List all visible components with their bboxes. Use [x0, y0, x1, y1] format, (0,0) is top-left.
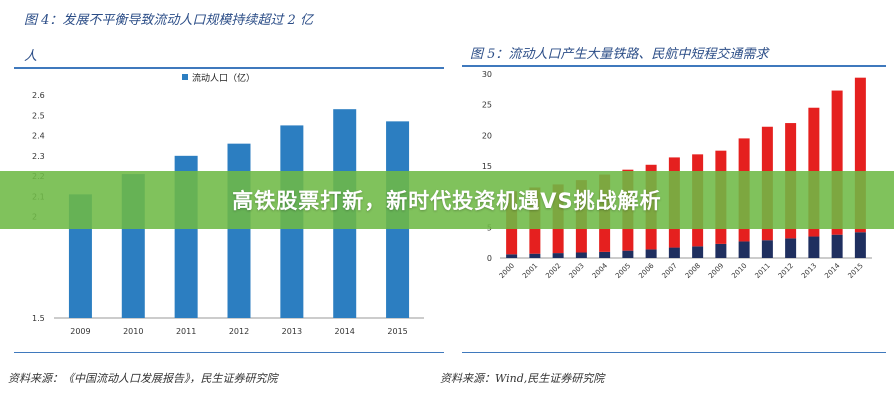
fig4-bar: [228, 144, 251, 318]
fig5-bar-segment-lower: [669, 248, 680, 258]
banner-title: 高铁股票打新，新时代投资机遇VS挑战解析: [232, 185, 661, 215]
fig5-y-tick-label: 15: [482, 162, 492, 171]
fig5-bar-segment-lower: [622, 251, 633, 258]
fig5-x-tick-label: 2004: [591, 261, 610, 280]
fig4-x-tick-label: 2010: [123, 327, 143, 336]
fig5-x-tick-label: 2001: [521, 262, 539, 280]
fig4-title: 图 4：发展不平衡导致流动人口规模持续超过 2 亿: [24, 10, 313, 32]
fig5-bar-segment-lower: [506, 254, 517, 258]
fig5-y-tick-label: 25: [482, 101, 492, 110]
fig5-bar-segment-lower: [855, 232, 866, 258]
fig5-bar-segment-lower: [599, 252, 610, 258]
fig4-x-tick-label: 2014: [335, 327, 355, 336]
fig4-y-tick-label: 2.5: [32, 111, 45, 120]
fig5-y-tick-label: 20: [482, 131, 492, 140]
fig5-x-tick-label: 2014: [823, 261, 842, 280]
fig5-source: 资料来源：Wind,民生证券研究院: [440, 370, 604, 386]
fig4-y-tick-label: 2.3: [32, 152, 45, 161]
fig5-bar-segment-lower: [529, 254, 540, 258]
fig5-bar-segment-lower: [785, 238, 796, 258]
fig5-bar-segment-lower: [762, 240, 773, 258]
fig4-x-tick-label: 2015: [387, 327, 407, 336]
fig5-bar-segment-lower: [739, 241, 750, 258]
fig4-legend: 流动人口（亿）: [182, 72, 255, 84]
fig5-x-tick-label: 2003: [568, 262, 586, 280]
fig5-x-tick-label: 2000: [498, 262, 516, 280]
fig5-y-tick-label: 0: [487, 254, 492, 263]
fig5-x-tick-label: 2006: [637, 261, 656, 280]
fig4-x-tick-label: 2012: [229, 327, 249, 336]
fig4-x-tick-label: 2011: [176, 327, 196, 336]
fig5-bar-segment-lower: [576, 252, 587, 258]
fig5-title: 图 5：流动人口产生大量铁路、民航中短程交通需求: [470, 44, 768, 66]
fig5-x-tick-label: 2009: [707, 262, 725, 280]
title-banner: 高铁股票打新，新时代投资机遇VS挑战解析: [0, 171, 894, 229]
fig4-bottom-rule: [14, 352, 444, 353]
fig5-x-tick-label: 2013: [800, 262, 818, 280]
fig5-x-tick-label: 2007: [661, 262, 679, 280]
fig5-bar-segment-lower: [808, 237, 819, 258]
fig4-y-tick-label: 1.5: [32, 314, 45, 323]
fig5-bottom-rule: [462, 352, 886, 353]
fig5-bar-segment-lower: [692, 246, 703, 258]
fig5-bar-segment-lower: [715, 244, 726, 258]
fig5-x-tick-label: 2008: [684, 262, 702, 280]
fig4-legend-swatch: [182, 74, 188, 80]
fig4-y-tick-label: 2.6: [32, 91, 45, 100]
fig4-x-tick-label: 2009: [70, 327, 90, 336]
fig5-y-tick-label: 30: [482, 70, 492, 79]
fig4-x-tick-label: 2013: [282, 327, 302, 336]
fig4-y-tick-label: 2.4: [32, 132, 45, 141]
fig5-x-tick-label: 2012: [777, 262, 795, 280]
fig4-legend-label: 流动人口（亿）: [192, 72, 255, 84]
fig4-source: 资料来源：《中国流动人口发展报告》，民生证券研究院: [8, 370, 278, 386]
fig4-title-continued: 人: [24, 46, 37, 68]
fig5-bar-segment-lower: [553, 253, 564, 258]
fig5-bar-segment-lower: [832, 235, 843, 258]
fig5-x-tick-label: 2011: [754, 262, 772, 280]
fig5-x-tick-label: 2015: [847, 262, 865, 280]
fig5-bar-segment-lower: [646, 249, 657, 258]
fig5-x-tick-label: 2002: [544, 262, 562, 280]
fig5-x-tick-label: 2005: [614, 262, 632, 280]
fig5-x-tick-label: 2010: [730, 262, 748, 280]
